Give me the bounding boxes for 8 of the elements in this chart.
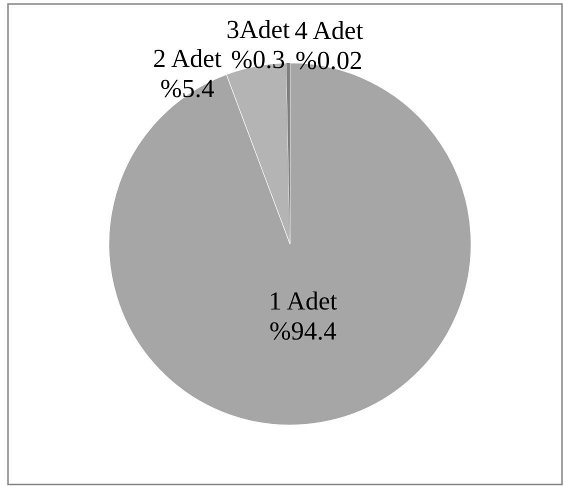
slice-label: 2 Adet (153, 44, 222, 73)
data-label: %94.4 (269, 316, 337, 346)
data-label: %5.4 (160, 74, 214, 103)
slice-label: 3Adet (226, 14, 291, 44)
data-label: %0.3 (231, 44, 286, 74)
slice-label: 1 Adet (268, 286, 338, 316)
data-label: %0.02 (295, 46, 362, 76)
slice-label: 4 Adet (294, 16, 364, 46)
